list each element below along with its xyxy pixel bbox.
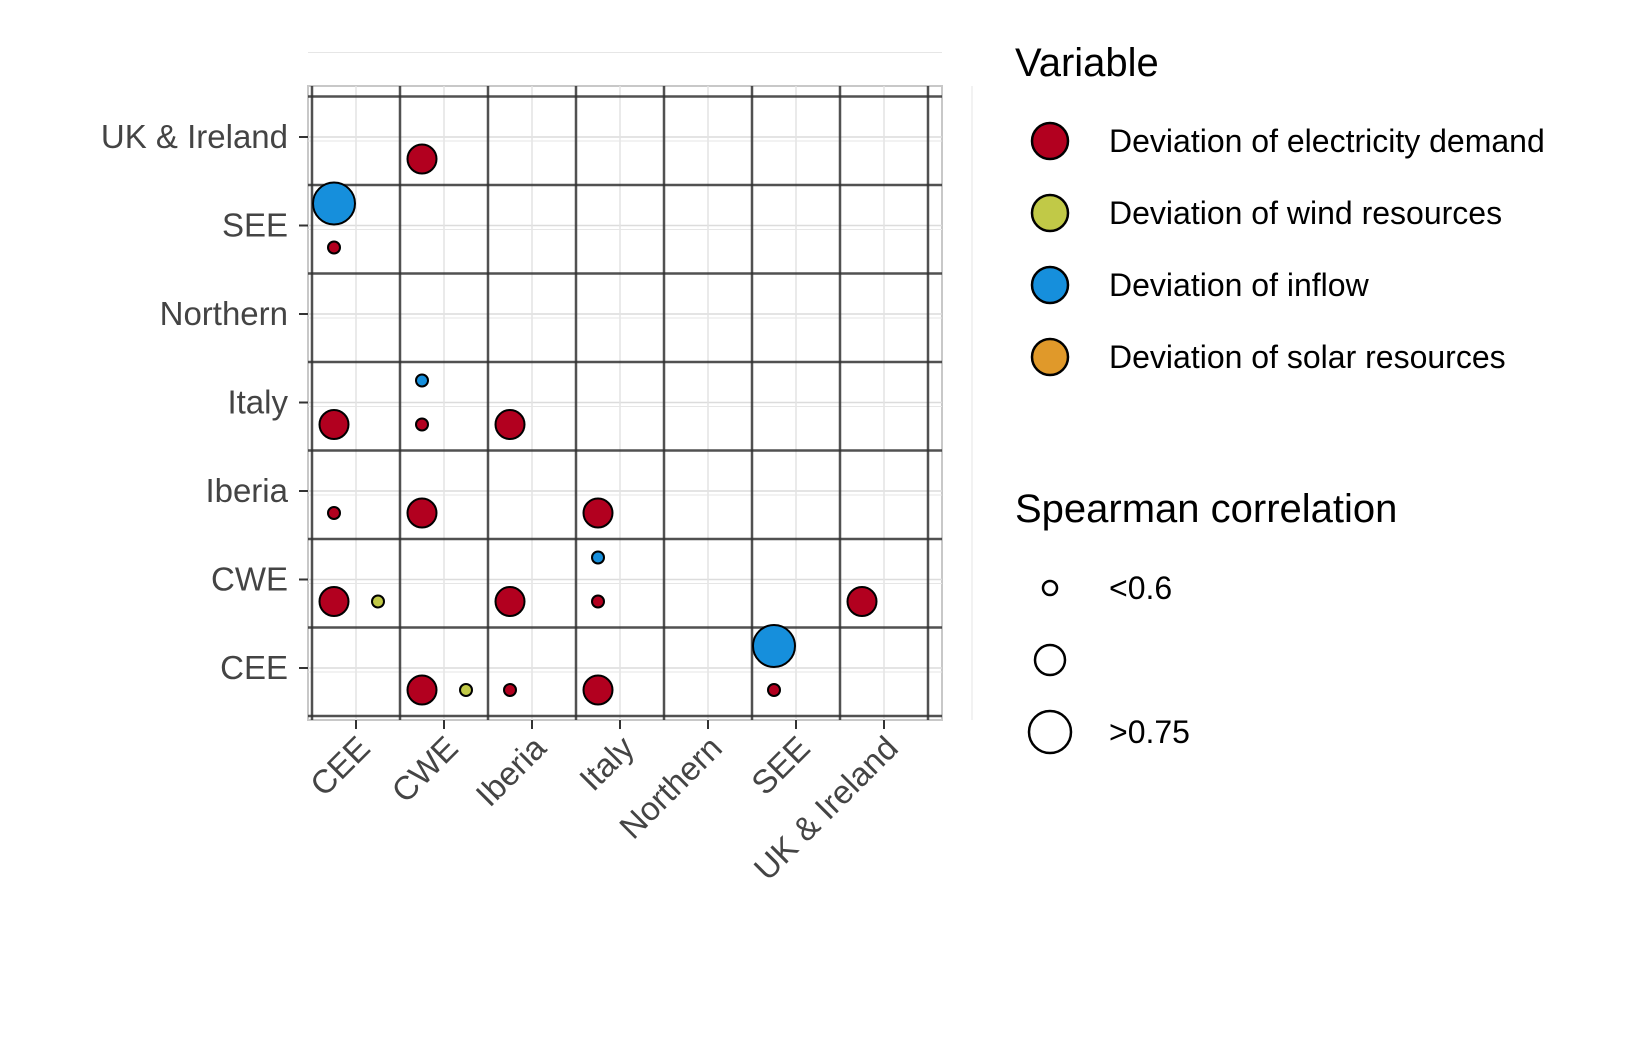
- point-italy-cwe-inflow: [591, 550, 605, 565]
- point-iberia-cee-demand: [503, 683, 517, 697]
- grid-lines: [308, 52, 973, 720]
- point-cee-see-inflow: [312, 181, 356, 226]
- legend-label-demand: Deviation of electricity demand: [1109, 123, 1545, 159]
- point-see-cee-demand: [767, 683, 781, 697]
- legend-label-solar: Deviation of solar resources: [1109, 339, 1506, 375]
- y-tick-label-italy: Italy: [227, 384, 288, 421]
- point-cee-italy-demand: [318, 409, 350, 440]
- x-tick-label-cwe: CWE: [384, 729, 465, 810]
- size-legend-key-large: [1027, 709, 1073, 755]
- point-cwe-cee-wind: [459, 683, 473, 697]
- y-tick-label-iberia: Iberia: [205, 472, 288, 509]
- point-cee-cwe-wind: [371, 594, 385, 609]
- point-cee-cwe-demand: [318, 586, 350, 617]
- legend-key-inflow: [1030, 265, 1070, 305]
- y-tick-label-cee: CEE: [220, 649, 288, 686]
- legend-key-solar: [1030, 337, 1070, 377]
- point-cee-see-demand: [327, 240, 341, 255]
- point-cee-iberia-demand: [327, 506, 341, 520]
- y-tick-label-cwe: CWE: [211, 561, 288, 598]
- legend-label-inflow: Deviation of inflow: [1109, 267, 1370, 303]
- legend: Variable Deviation of electricity demand D…: [1015, 41, 1545, 755]
- legend-key-wind: [1030, 193, 1070, 233]
- y-tick-label-northern: Northern: [160, 295, 288, 332]
- point-cwe-uk-ireland-demand: [406, 143, 438, 175]
- legend-title-size: Spearman correlation: [1015, 487, 1397, 531]
- point-italy-cee-demand: [582, 674, 614, 706]
- point-italy-iberia-demand: [582, 497, 614, 529]
- point-see-cee-inflow: [752, 624, 796, 668]
- point-cwe-iberia-demand: [406, 497, 438, 529]
- legend-title-variable: Variable: [1015, 41, 1159, 85]
- legend-label-wind: Deviation of wind resources: [1109, 195, 1502, 231]
- x-tick-label-see: SEE: [744, 729, 817, 802]
- size-legend-key-small: [1041, 579, 1059, 597]
- point-cwe-cee-demand: [406, 674, 438, 706]
- x-tick-label-cee: CEE: [303, 729, 377, 803]
- size-legend-key-medium: [1033, 643, 1067, 677]
- point-iberia-italy-demand: [494, 409, 526, 440]
- y-tick-label-uk-ireland: UK & Ireland: [101, 118, 288, 155]
- y-tick-label-see: SEE: [222, 207, 288, 244]
- point-uk-ireland-cwe-demand: [846, 586, 878, 617]
- legend-key-demand: [1030, 121, 1070, 161]
- point-cwe-italy-demand: [415, 417, 429, 432]
- point-iberia-cwe-demand: [494, 586, 526, 617]
- size-legend-label-small: <0.6: [1109, 570, 1172, 606]
- x-tick-label-italy: Italy: [572, 728, 641, 797]
- data-points: [312, 143, 878, 706]
- size-legend-label-large: >0.75: [1109, 714, 1190, 750]
- point-cwe-italy-inflow: [415, 373, 429, 388]
- x-tick-label-iberia: Iberia: [468, 728, 553, 813]
- point-italy-cwe-demand: [591, 594, 605, 609]
